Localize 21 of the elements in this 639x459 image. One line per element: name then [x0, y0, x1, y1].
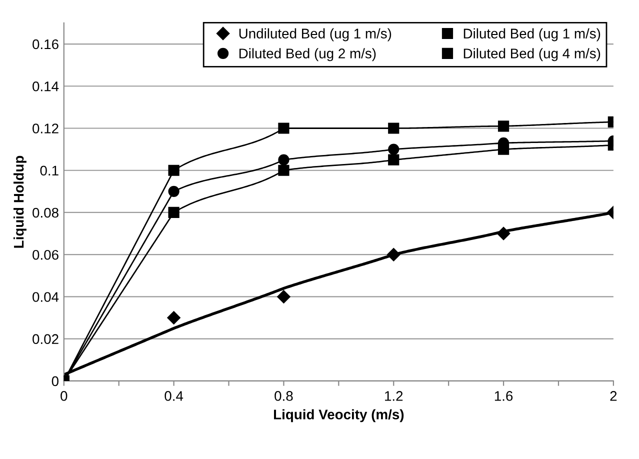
x-axis-title: Liquid Veocity (m/s)	[274, 409, 404, 422]
y-tick-label: 0.08	[32, 208, 58, 218]
x-tick-label: 1.2	[385, 391, 403, 401]
legend-label: Undiluted Bed (ug 1 m/s)	[239, 28, 392, 42]
y-tick-label: 0.02	[32, 334, 58, 344]
y-axis-title: Liquid Holdup	[14, 156, 26, 248]
x-tick-label: 0.8	[274, 391, 293, 401]
y-tick-label: 0.16	[32, 39, 58, 50]
y-tick-label: 0.06	[32, 250, 58, 260]
legend-label: Diluted Bed (ug 2 m/s)	[239, 48, 376, 62]
x-tick-label: 1.6	[494, 391, 513, 401]
x-tick-label: 0	[60, 391, 68, 401]
legend-label: Diluted Bed (ug 4 m/s)	[464, 48, 600, 62]
x-tick-label: 2	[610, 391, 617, 401]
y-tick-label: 0.12	[32, 124, 58, 134]
y-tick-label: 0	[52, 376, 58, 386]
y-tick-label: 0.14	[32, 81, 59, 92]
legend-label: Diluted Bed (ug 1 m/s)	[464, 28, 600, 42]
y-tick-label: 0.04	[32, 292, 59, 302]
y-tick-label: 0.1	[40, 166, 58, 176]
x-tick-label: 0.4	[164, 391, 184, 401]
